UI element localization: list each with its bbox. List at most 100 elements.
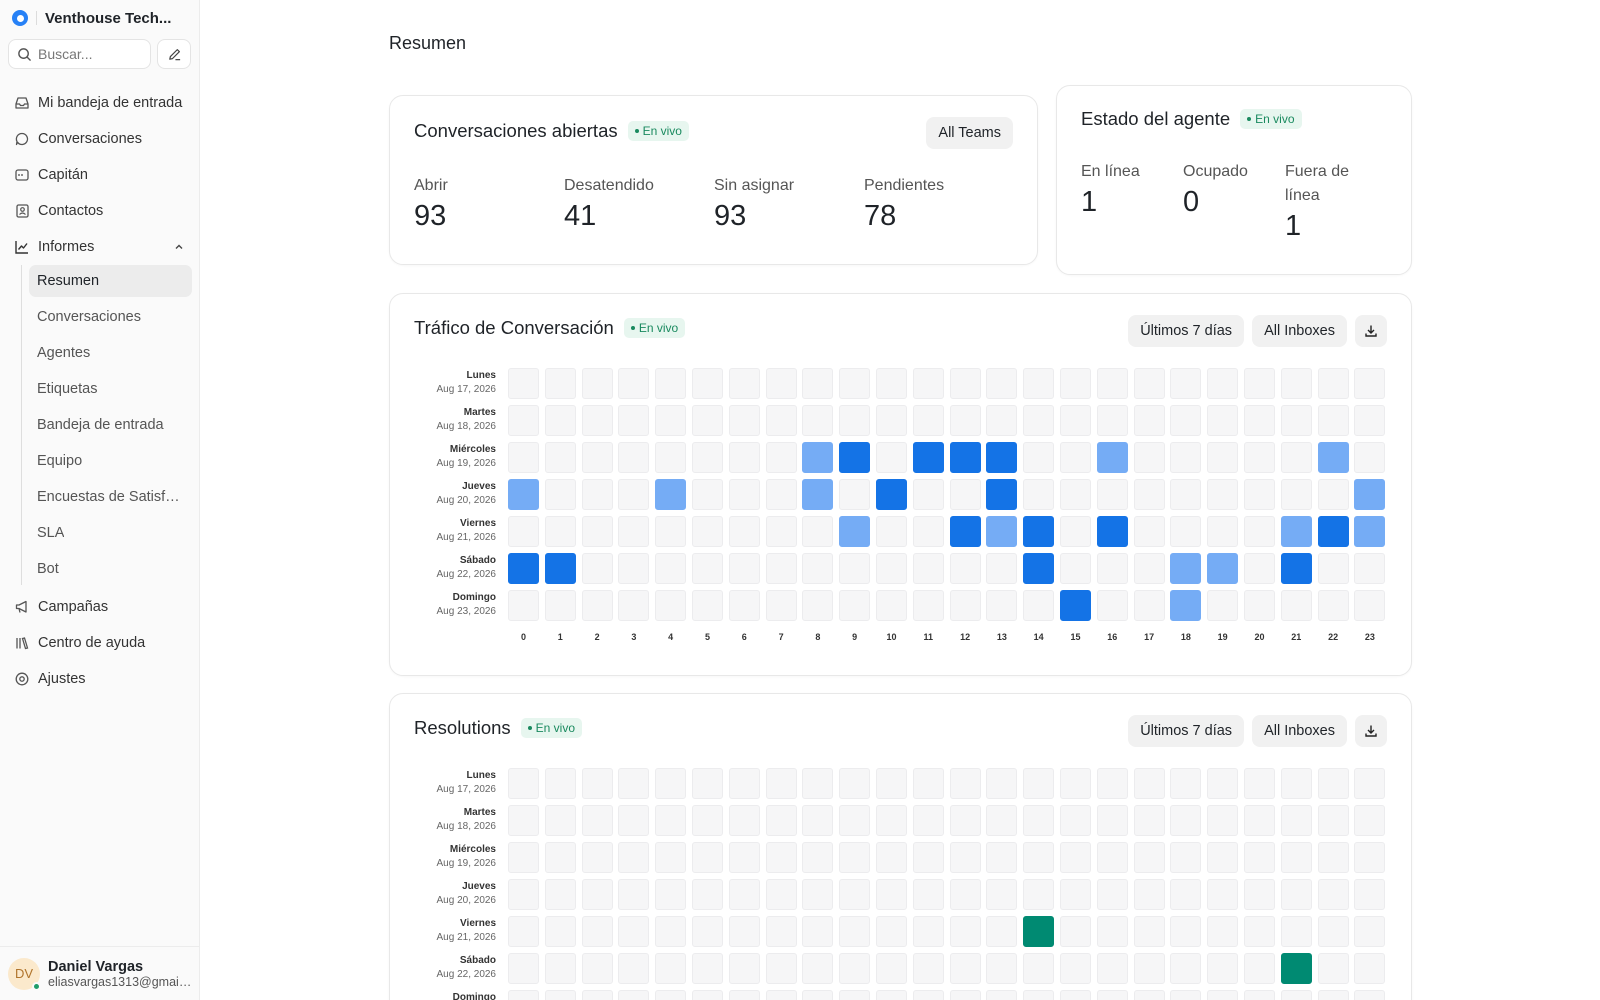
- heatmap-cell[interactable]: [1280, 953, 1312, 984]
- heatmap-cell[interactable]: [802, 842, 834, 873]
- heatmap-cell[interactable]: [728, 442, 760, 473]
- heatmap-cell[interactable]: [1317, 479, 1349, 510]
- heatmap-cell[interactable]: [1023, 953, 1055, 984]
- heatmap-cell[interactable]: [544, 879, 576, 910]
- heatmap-cell[interactable]: [1280, 768, 1312, 799]
- heatmap-cell[interactable]: [765, 516, 797, 547]
- heatmap-cell[interactable]: [1170, 842, 1202, 873]
- heatmap-cell[interactable]: [1354, 479, 1386, 510]
- heatmap-cell[interactable]: [508, 990, 539, 1000]
- heatmap-cell[interactable]: [508, 479, 539, 510]
- heatmap-cell[interactable]: [1354, 842, 1386, 873]
- heatmap-cell[interactable]: [1244, 990, 1275, 1000]
- heatmap-cell[interactable]: [876, 953, 907, 984]
- heatmap-cell[interactable]: [1244, 879, 1275, 910]
- heatmap-cell[interactable]: [728, 590, 760, 621]
- heatmap-cell[interactable]: [1133, 953, 1165, 984]
- heatmap-cell[interactable]: [1170, 590, 1202, 621]
- heatmap-cell[interactable]: [618, 879, 650, 910]
- heatmap-cell[interactable]: [692, 916, 723, 947]
- heatmap-cell[interactable]: [765, 405, 797, 436]
- heatmap-cell[interactable]: [655, 916, 687, 947]
- heatmap-cell[interactable]: [1207, 405, 1239, 436]
- submenu-item-2[interactable]: Agentes: [29, 337, 192, 369]
- heatmap-cell[interactable]: [1023, 842, 1055, 873]
- heatmap-cell[interactable]: [912, 590, 944, 621]
- heatmap-cell[interactable]: [1280, 553, 1312, 584]
- submenu-item-0[interactable]: Resumen: [29, 265, 192, 297]
- heatmap-cell[interactable]: [692, 590, 723, 621]
- heatmap-cell[interactable]: [986, 553, 1018, 584]
- heatmap-cell[interactable]: [1133, 553, 1165, 584]
- heatmap-cell[interactable]: [912, 842, 944, 873]
- heatmap-cell[interactable]: [692, 553, 723, 584]
- heatmap-cell[interactable]: [1096, 368, 1128, 399]
- heatmap-cell[interactable]: [1317, 553, 1349, 584]
- heatmap-cell[interactable]: [508, 953, 539, 984]
- download-button[interactable]: [1355, 315, 1387, 347]
- heatmap-cell[interactable]: [1354, 768, 1386, 799]
- heatmap-cell[interactable]: [618, 768, 650, 799]
- heatmap-cell[interactable]: [912, 516, 944, 547]
- heatmap-cell[interactable]: [1317, 916, 1349, 947]
- heatmap-cell[interactable]: [1096, 879, 1128, 910]
- heatmap-cell[interactable]: [1133, 842, 1165, 873]
- heatmap-cell[interactable]: [912, 405, 944, 436]
- heatmap-cell[interactable]: [876, 479, 907, 510]
- nav-item-help-center[interactable]: Centro de ayuda: [0, 625, 199, 661]
- heatmap-cell[interactable]: [1207, 842, 1239, 873]
- heatmap-cell[interactable]: [728, 879, 760, 910]
- heatmap-cell[interactable]: [1280, 805, 1312, 836]
- heatmap-cell[interactable]: [949, 953, 981, 984]
- heatmap-cell[interactable]: [1096, 405, 1128, 436]
- heatmap-cell[interactable]: [1244, 590, 1275, 621]
- heatmap-cell[interactable]: [728, 768, 760, 799]
- heatmap-cell[interactable]: [1317, 516, 1349, 547]
- heatmap-cell[interactable]: [802, 768, 834, 799]
- heatmap-cell[interactable]: [1244, 916, 1275, 947]
- search-box[interactable]: [8, 39, 151, 69]
- heatmap-cell[interactable]: [802, 442, 834, 473]
- heatmap-cell[interactable]: [1207, 916, 1239, 947]
- heatmap-cell[interactable]: [1170, 805, 1202, 836]
- heatmap-cell[interactable]: [802, 916, 834, 947]
- heatmap-cell[interactable]: [728, 953, 760, 984]
- heatmap-cell[interactable]: [1133, 516, 1165, 547]
- heatmap-cell[interactable]: [1280, 368, 1312, 399]
- heatmap-cell[interactable]: [986, 953, 1018, 984]
- heatmap-cell[interactable]: [544, 516, 576, 547]
- heatmap-cell[interactable]: [949, 405, 981, 436]
- heatmap-cell[interactable]: [1244, 479, 1275, 510]
- submenu-item-3[interactable]: Etiquetas: [29, 373, 192, 405]
- heatmap-cell[interactable]: [839, 879, 871, 910]
- heatmap-cell[interactable]: [1207, 805, 1239, 836]
- heatmap-cell[interactable]: [692, 768, 723, 799]
- heatmap-cell[interactable]: [1317, 805, 1349, 836]
- date-range-button[interactable]: Últimos 7 días: [1128, 715, 1245, 747]
- heatmap-cell[interactable]: [876, 768, 907, 799]
- heatmap-cell[interactable]: [876, 916, 907, 947]
- heatmap-cell[interactable]: [765, 442, 797, 473]
- heatmap-cell[interactable]: [581, 405, 613, 436]
- heatmap-cell[interactable]: [1317, 405, 1349, 436]
- heatmap-cell[interactable]: [728, 916, 760, 947]
- inbox-filter-button[interactable]: All Inboxes: [1252, 315, 1347, 347]
- heatmap-cell[interactable]: [618, 405, 650, 436]
- heatmap-cell[interactable]: [1354, 953, 1386, 984]
- heatmap-cell[interactable]: [1023, 516, 1055, 547]
- heatmap-cell[interactable]: [1060, 879, 1091, 910]
- heatmap-cell[interactable]: [508, 805, 539, 836]
- heatmap-cell[interactable]: [1244, 553, 1275, 584]
- heatmap-cell[interactable]: [802, 990, 834, 1000]
- heatmap-cell[interactable]: [765, 879, 797, 910]
- heatmap-cell[interactable]: [1133, 479, 1165, 510]
- heatmap-cell[interactable]: [1023, 916, 1055, 947]
- heatmap-cell[interactable]: [1060, 442, 1091, 473]
- heatmap-cell[interactable]: [655, 405, 687, 436]
- heatmap-cell[interactable]: [912, 990, 944, 1000]
- heatmap-cell[interactable]: [876, 405, 907, 436]
- heatmap-cell[interactable]: [655, 368, 687, 399]
- heatmap-cell[interactable]: [912, 879, 944, 910]
- heatmap-cell[interactable]: [876, 879, 907, 910]
- heatmap-cell[interactable]: [1207, 479, 1239, 510]
